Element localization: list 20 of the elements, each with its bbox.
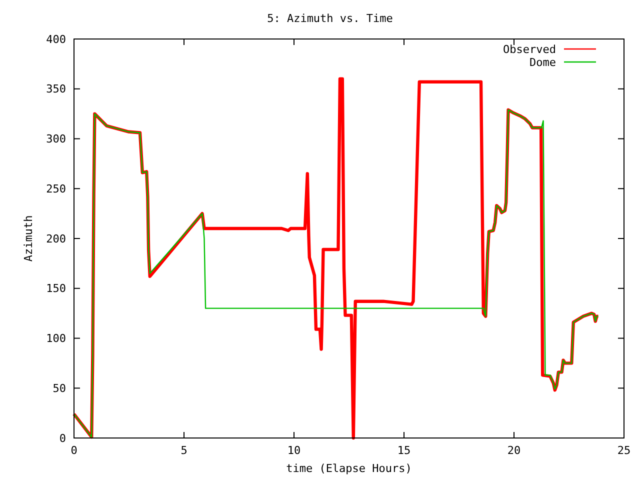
x-tick-label: 0 <box>70 444 78 457</box>
x-tick-label: 10 <box>287 444 301 457</box>
y-tick-label: 400 <box>46 32 66 46</box>
legend-label: Dome <box>530 56 556 69</box>
y-tick-label: 100 <box>46 332 66 346</box>
y-tick-label: 250 <box>46 182 66 196</box>
y-tick-label: 50 <box>52 382 66 395</box>
x-tick-label: 15 <box>397 444 411 457</box>
y-tick-label: 300 <box>46 132 66 146</box>
y-tick-label: 200 <box>46 232 66 246</box>
x-tick-label: 20 <box>507 444 521 457</box>
y-tick-label: 150 <box>46 282 66 296</box>
x-axis-title: time (Elapse Hours) <box>286 462 412 475</box>
y-tick-label: 0 <box>59 432 66 445</box>
legend-label: Observed <box>503 42 556 56</box>
y-tick-label: 350 <box>46 82 66 96</box>
x-tick-label: 5 <box>180 444 188 457</box>
chart-title: 5: Azimuth vs. Time <box>267 12 393 25</box>
x-tick-label: 25 <box>617 444 631 457</box>
y-axis-title: Azimuth <box>22 215 35 262</box>
